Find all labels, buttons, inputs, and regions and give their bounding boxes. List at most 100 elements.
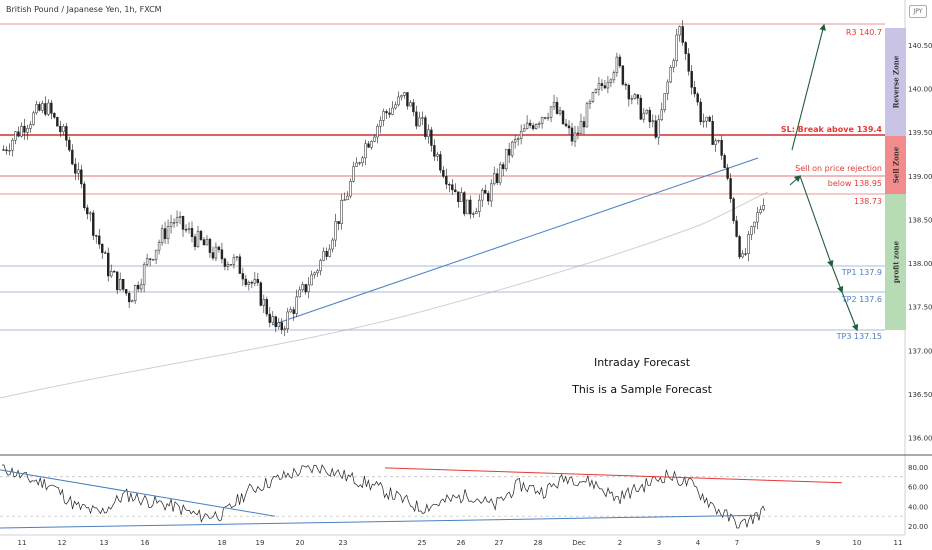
- candle: [678, 25, 681, 42]
- candle-body: [104, 252, 107, 254]
- candle: [265, 296, 269, 317]
- candle-body: [415, 111, 418, 127]
- candle-body: [322, 251, 325, 261]
- candle: [451, 179, 454, 195]
- candle-body: [265, 299, 269, 315]
- candle-body: [555, 101, 559, 114]
- tp3-label: TP3 137.15: [836, 332, 882, 341]
- candle-body: [702, 120, 705, 123]
- candle: [609, 78, 613, 88]
- candle: [136, 281, 140, 293]
- candle: [484, 184, 487, 194]
- x-tick-label: 4: [696, 539, 701, 547]
- candle: [14, 131, 17, 145]
- candle: [229, 264, 233, 266]
- candle-body: [567, 125, 571, 129]
- candle: [663, 93, 666, 113]
- candle-body: [62, 126, 65, 133]
- candle-body: [184, 229, 188, 231]
- candle-body: [328, 248, 331, 257]
- candle-body: [223, 258, 227, 267]
- sell-zone-label: Sell Zone: [891, 146, 900, 184]
- candle-body: [41, 103, 44, 111]
- candle: [316, 268, 319, 277]
- candle: [274, 315, 277, 333]
- candle-body: [636, 94, 640, 99]
- candle-body: [421, 117, 424, 119]
- rsi-tick-label: 40.00: [908, 503, 928, 511]
- currency-badge[interactable]: JPY: [909, 5, 927, 18]
- candle-body: [232, 257, 236, 265]
- forecast-arrow: [841, 291, 859, 332]
- candle-body: [412, 102, 415, 113]
- candle: [430, 126, 433, 152]
- candle-body: [337, 221, 340, 224]
- candle: [403, 91, 406, 99]
- candle: [570, 122, 574, 146]
- candle: [130, 299, 134, 303]
- candle-body: [627, 85, 631, 100]
- candle-body: [528, 122, 532, 126]
- candle: [5, 146, 8, 155]
- x-tick-label: 10: [853, 539, 862, 547]
- candle-body: [696, 93, 699, 103]
- candle-body: [609, 79, 613, 83]
- candle-body: [8, 150, 11, 152]
- candle-body: [747, 234, 750, 254]
- candle-body: [406, 92, 409, 107]
- candle-body: [481, 189, 484, 201]
- candle-body: [14, 131, 17, 141]
- candle: [478, 194, 481, 218]
- candle: [74, 158, 77, 181]
- candle: [684, 41, 687, 61]
- candle: [343, 192, 346, 201]
- tp2-label: TP2 137.6: [841, 295, 882, 304]
- candle: [307, 277, 310, 299]
- candle: [298, 286, 301, 298]
- sl-label: SL: Break above 139.4: [780, 125, 882, 134]
- candle-body: [29, 124, 32, 129]
- candle-body: [68, 139, 71, 151]
- r3-label: R3 140.7: [845, 28, 882, 37]
- candle: [77, 162, 80, 181]
- candle: [618, 54, 622, 69]
- candle: [546, 112, 550, 121]
- candle-body: [226, 264, 230, 267]
- candle: [603, 79, 607, 90]
- candle: [373, 134, 376, 143]
- candle-body: [603, 85, 607, 89]
- x-tick-label: 11: [18, 539, 27, 547]
- candle-body: [585, 103, 589, 128]
- candle-body: [753, 221, 756, 227]
- candle: [154, 249, 158, 265]
- candle: [11, 137, 14, 157]
- x-tick-label: 13: [100, 539, 109, 547]
- candle: [522, 124, 526, 132]
- candle: [696, 91, 699, 106]
- candle-body: [65, 126, 68, 141]
- rsi-tick-label: 80.00: [908, 464, 928, 472]
- candle-body: [277, 322, 280, 327]
- candle: [747, 230, 750, 262]
- candle-body: [594, 89, 598, 93]
- candle: [507, 142, 511, 163]
- candle-body: [657, 119, 660, 138]
- candle: [322, 247, 325, 262]
- candle-body: [118, 278, 122, 291]
- candle: [62, 123, 65, 136]
- candle: [190, 221, 194, 243]
- candle-body: [741, 253, 744, 258]
- y-tick-label: 137.500: [908, 304, 932, 312]
- candle: [89, 210, 92, 222]
- candle-body: [723, 155, 726, 168]
- x-tick-label: 18: [218, 539, 227, 547]
- candle: [495, 168, 499, 185]
- candle-body: [460, 192, 463, 203]
- rsi-resistance-line: [384, 467, 843, 484]
- candle: [226, 261, 230, 271]
- candle-body: [606, 82, 610, 89]
- rsi-panel: [0, 464, 905, 529]
- trendline: [271, 157, 759, 326]
- candle: [564, 118, 568, 128]
- candle: [211, 246, 215, 261]
